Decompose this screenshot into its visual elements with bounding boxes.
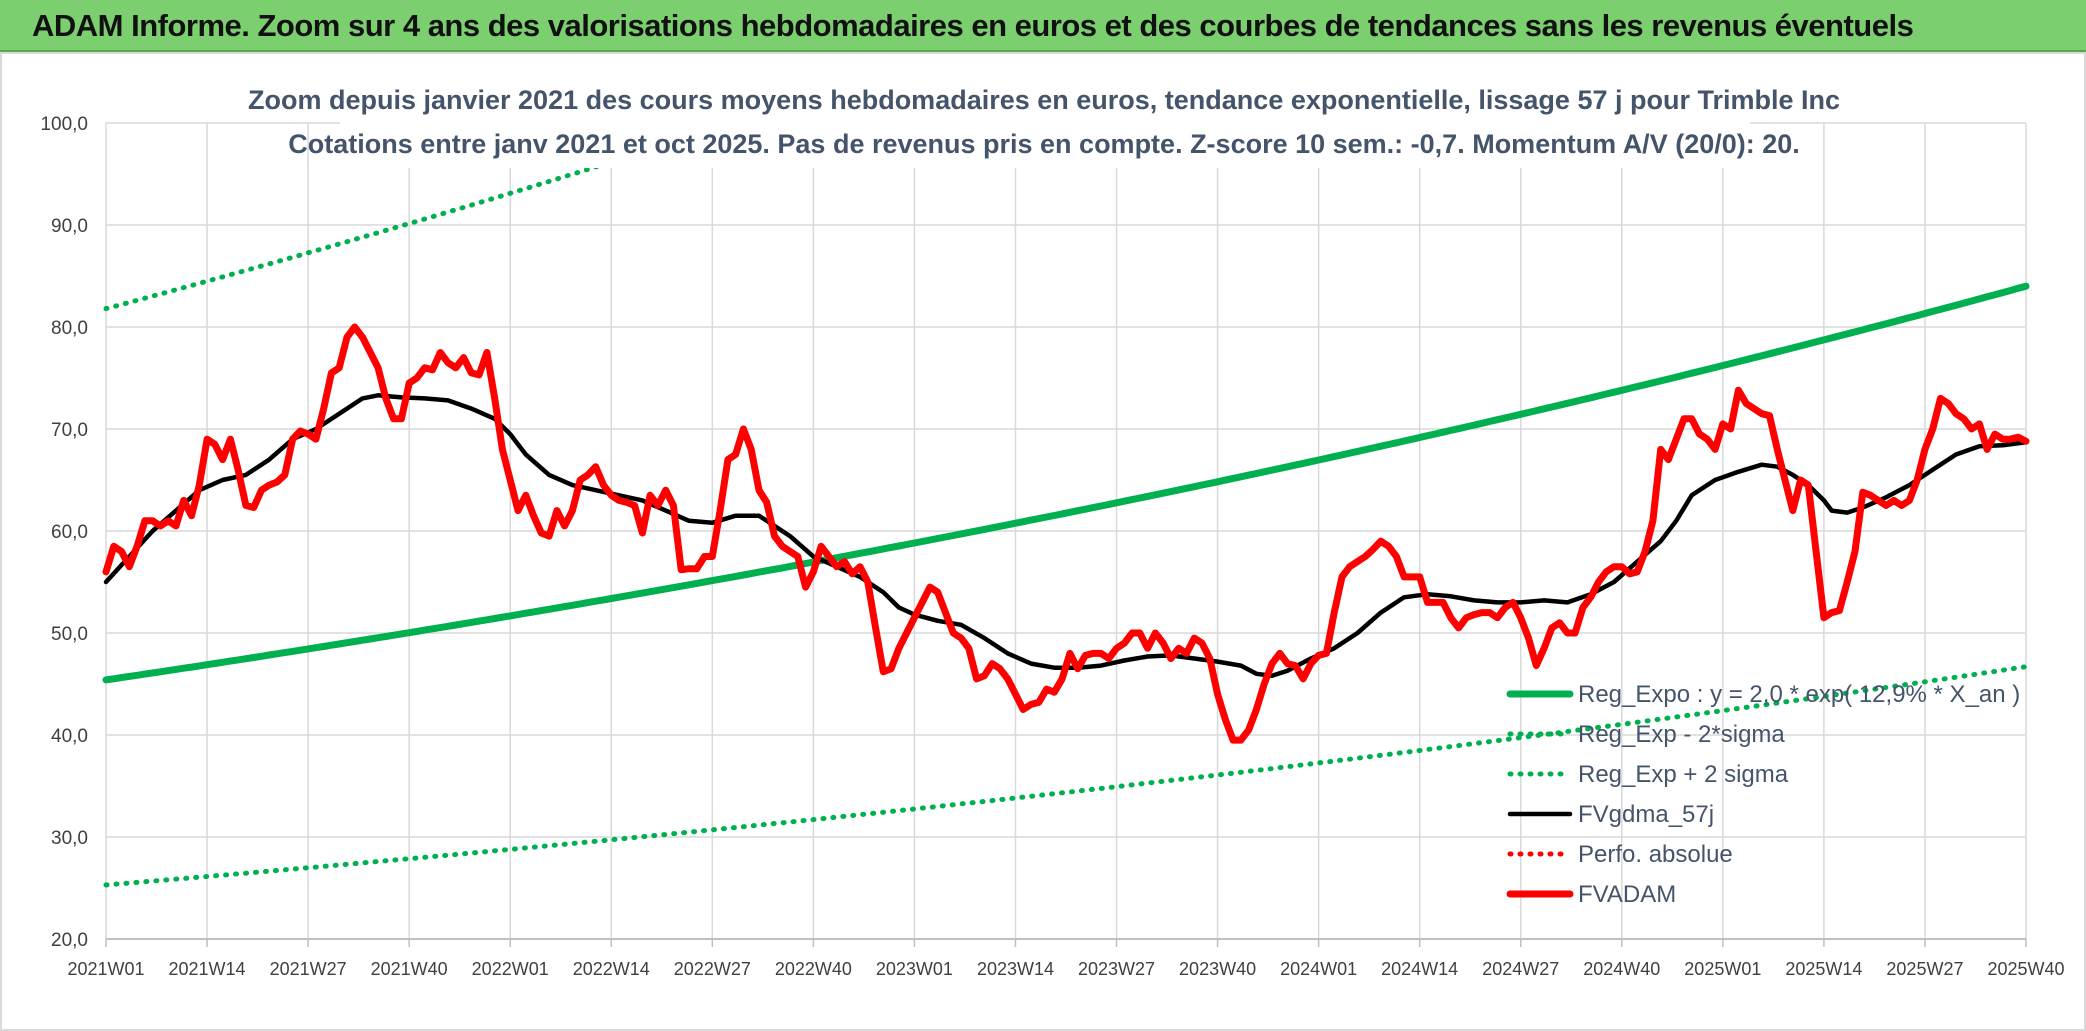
y-tick-label: 20,0 bbox=[51, 930, 88, 951]
x-tick-label: 2025W01 bbox=[1684, 959, 1761, 979]
x-tick-label: 2021W40 bbox=[371, 959, 448, 979]
series-line-2 bbox=[103, 121, 748, 312]
y-tick-label: 50,0 bbox=[51, 624, 88, 645]
y-tick-label: 100,0 bbox=[40, 114, 88, 135]
x-tick-label: 2025W27 bbox=[1886, 959, 1963, 979]
y-tick-label: 30,0 bbox=[51, 828, 88, 849]
x-tick-label: 2024W40 bbox=[1583, 959, 1660, 979]
report-banner: ADAM Informe. Zoom sur 4 ans des valoris… bbox=[0, 0, 2086, 52]
x-tick-label: 2023W27 bbox=[1078, 959, 1155, 979]
x-tick-label: 2021W01 bbox=[67, 959, 144, 979]
x-tick-label: 2024W14 bbox=[1381, 959, 1458, 979]
legend-label: Reg_Exp - 2*sigma bbox=[1578, 721, 1785, 748]
legend-label: FVgdma_57j bbox=[1578, 801, 1714, 828]
x-tick-label: 2022W14 bbox=[573, 959, 650, 979]
chart-title-line2: Cotations entre janv 2021 et oct 2025. P… bbox=[288, 129, 1800, 159]
legend-label: Reg_Expo : y = 2,0 * exp( 12,9% * X_an ) bbox=[1578, 681, 2020, 708]
x-tick-label: 2022W40 bbox=[775, 959, 852, 979]
chart-title-line1: Zoom depuis janvier 2021 des cours moyen… bbox=[248, 85, 1840, 115]
y-tick-label: 70,0 bbox=[51, 420, 88, 441]
series-line-0 bbox=[102, 282, 2030, 684]
y-tick-label: 90,0 bbox=[51, 216, 88, 237]
x-tick-label: 2022W01 bbox=[472, 959, 549, 979]
x-tick-label: 2022W27 bbox=[674, 959, 751, 979]
x-tick-label: 2023W14 bbox=[977, 959, 1054, 979]
report-title: ADAM Informe. Zoom sur 4 ans des valoris… bbox=[32, 8, 1914, 43]
chart-frame bbox=[0, 52, 2086, 1031]
y-tick-label: 40,0 bbox=[51, 726, 88, 747]
x-tick-label: 2023W01 bbox=[876, 959, 953, 979]
title-background bbox=[340, 78, 1750, 168]
x-tick-label: 2021W14 bbox=[169, 959, 246, 979]
x-tick-label: 2024W01 bbox=[1280, 959, 1357, 979]
series-line-1 bbox=[103, 664, 2029, 888]
y-tick-label: 80,0 bbox=[51, 318, 88, 339]
legend-label: Perfo. absolue bbox=[1578, 841, 1733, 868]
grid-layer bbox=[105, 122, 2027, 940]
legend-label: FVADAM bbox=[1578, 881, 1676, 908]
x-tick-label: 2024W27 bbox=[1482, 959, 1559, 979]
x-tick-label: 2025W40 bbox=[1987, 959, 2064, 979]
x-tick-label: 2021W27 bbox=[270, 959, 347, 979]
y-tick-label: 60,0 bbox=[51, 522, 88, 543]
series-line-3 bbox=[103, 393, 2029, 679]
legend-label: Reg_Exp + 2 sigma bbox=[1578, 761, 1789, 788]
series-layer bbox=[102, 121, 2030, 888]
chart-title-block: Zoom depuis janvier 2021 des cours moyen… bbox=[248, 78, 1840, 168]
x-tick-label: 2023W40 bbox=[1179, 959, 1256, 979]
x-tick-label: 2025W14 bbox=[1785, 959, 1862, 979]
chart-legend: Reg_Expo : y = 2,0 * exp( 12,9% * X_an )… bbox=[1506, 681, 2020, 908]
axis-layer: 20,0 30,0 40,0 50,0 60,0 70,0 80,0 90,0 100,0 202… bbox=[40, 114, 2064, 979]
series-line-5 bbox=[102, 323, 2030, 744]
